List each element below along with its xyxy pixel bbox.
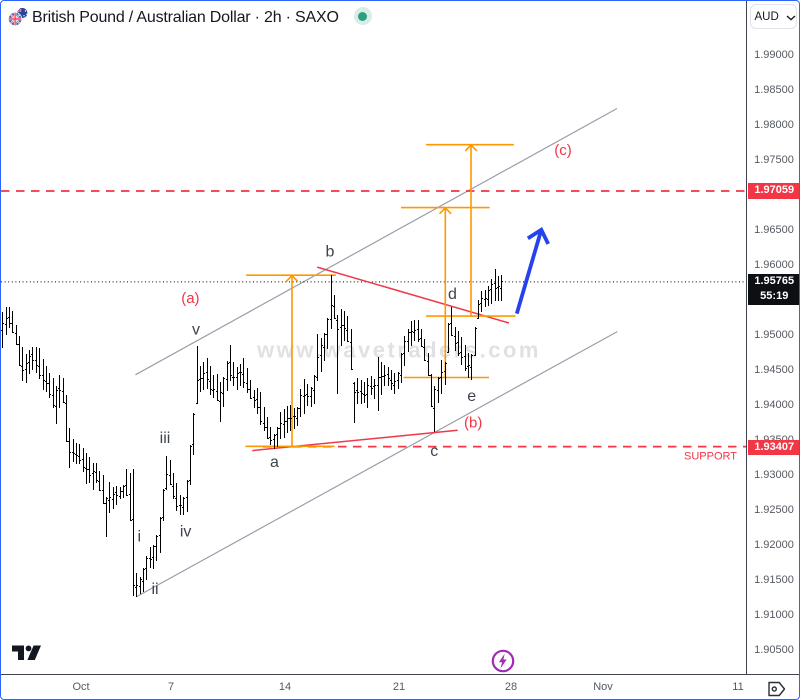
svg-text:iii: iii [160, 430, 171, 447]
svg-text:(c): (c) [554, 142, 572, 159]
svg-text:b: b [326, 243, 335, 260]
svg-text:c: c [430, 443, 438, 460]
svg-text:a: a [270, 454, 279, 471]
svg-text:i: i [138, 529, 142, 546]
svg-text:v: v [192, 322, 200, 339]
svg-text:www.wavetraders.com: www.wavetraders.com [256, 338, 541, 363]
svg-text:SUPPORT: SUPPORT [684, 451, 737, 463]
svg-text:(b): (b) [464, 415, 482, 432]
svg-text:e: e [467, 388, 476, 405]
svg-text:(a): (a) [181, 290, 199, 307]
svg-text:ii: ii [151, 581, 158, 598]
svg-text:iv: iv [180, 524, 192, 541]
svg-text:d: d [448, 286, 457, 303]
